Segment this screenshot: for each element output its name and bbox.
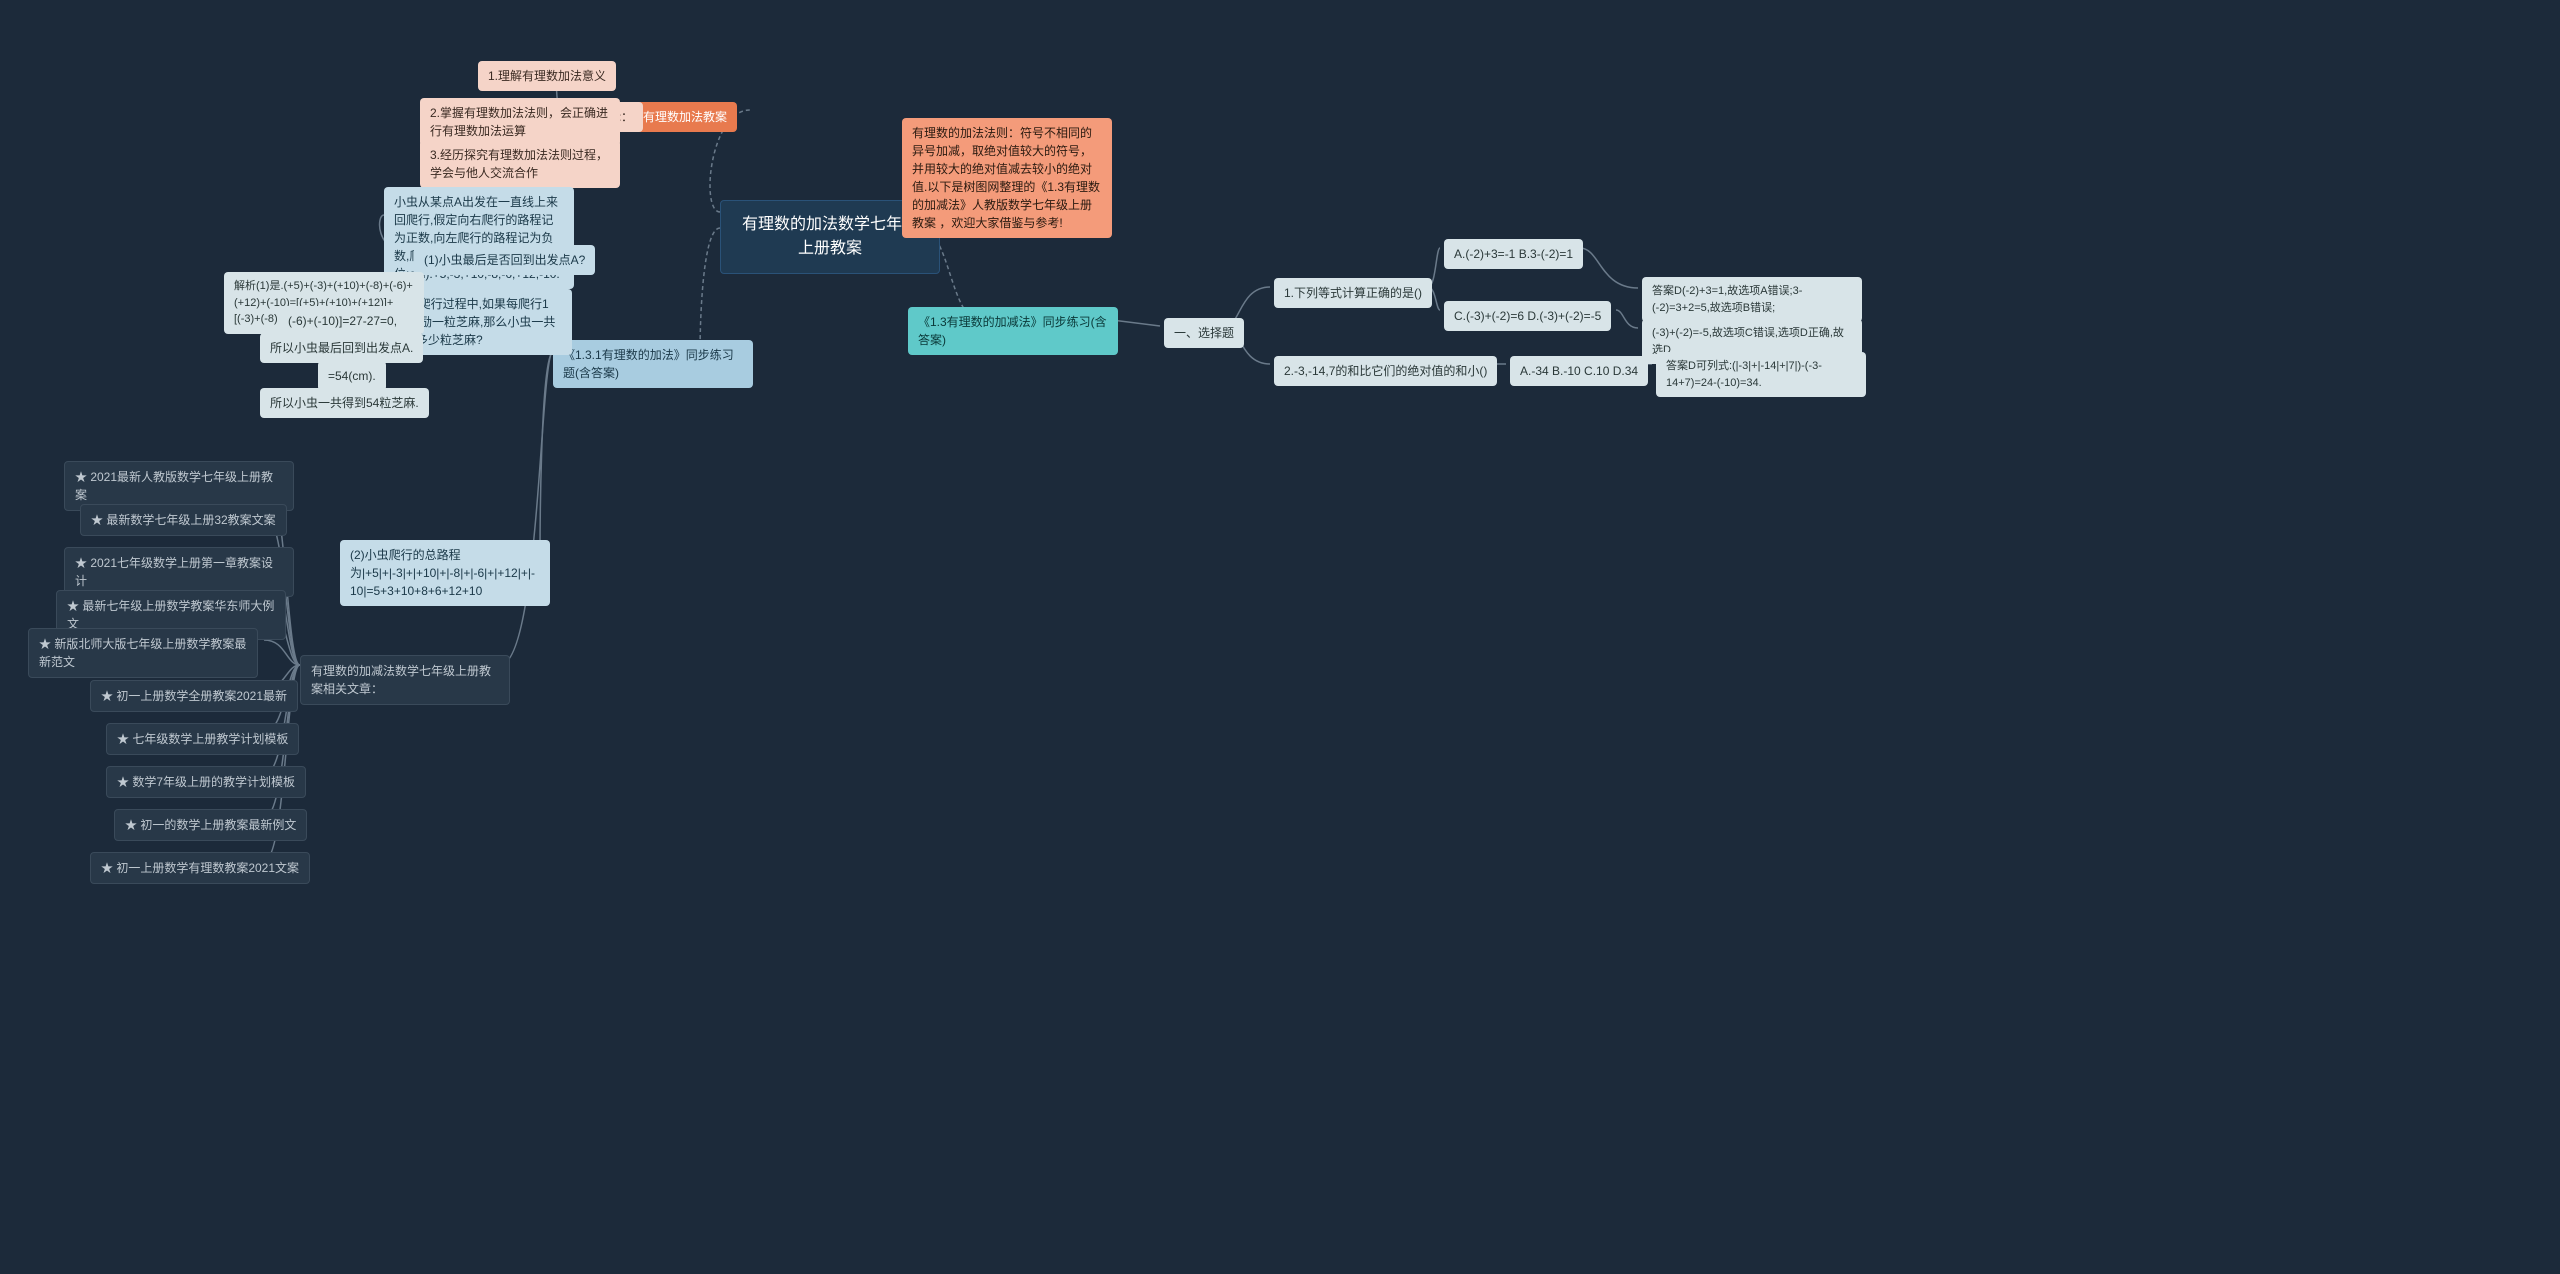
b2-s3-label: 所以小虫最后回到出发点A. — [270, 341, 413, 355]
b3-1-2a-node[interactable]: A.-34 B.-10 C.10 D.34 — [1510, 356, 1648, 386]
root-label: 有理数的加法数学七年级 上册教案 — [742, 216, 918, 257]
b2-s5-label: 所以小虫一共得到54粒芝麻. — [270, 396, 419, 410]
b3-1-1ans1-label: 答案D(-2)+3=1,故选项A错误;3-(-2)=3+2=5,故选项B错误; — [1652, 285, 1802, 314]
related-article-item[interactable]: ★ 初一上册数学全册教案2021最新 — [90, 680, 298, 712]
b2-s5-node[interactable]: 所以小虫一共得到54粒芝麻. — [260, 388, 429, 418]
b2-s3-node[interactable]: 所以小虫最后回到出发点A. — [260, 333, 423, 363]
intro-text: 有理数的加法法则：符号不相同的异号加减，取绝对值较大的符号，并用较大的绝对值减去… — [912, 126, 1100, 230]
b1-1-2-label: 2.掌握有理数加法法则，会正确进行有理数加法运算 — [430, 106, 608, 138]
b1-label: 有理数加法教案 — [643, 110, 727, 124]
b3-1-node[interactable]: 一、选择题 — [1164, 318, 1244, 348]
b3-1-1a-node[interactable]: A.(-2)+3=-1 B.3-(-2)=1 — [1444, 239, 1583, 269]
related-article-item[interactable]: ★ 七年级数学上册教学计划模板 — [106, 723, 299, 755]
related-article-label: ★ 2021最新人教版数学七年级上册教案 — [75, 470, 273, 502]
b2-s4-label: =54(cm). — [328, 369, 376, 383]
related-article-label: ★ 新版北师大版七年级上册数学教案最新范文 — [39, 637, 246, 669]
b3-node[interactable]: 《1.3有理数的加减法》同步练习(含答案) — [908, 307, 1118, 355]
b3-1-2-label: 2.-3,-14,7的和比它们的绝对值的和小() — [1284, 364, 1487, 378]
b1-1-3-label: 3.经历探究有理数加法法则过程，学会与他人交流合作 — [430, 148, 608, 180]
related-article-item[interactable]: ★ 新版北师大版七年级上册数学教案最新范文 — [28, 628, 258, 678]
b3-1-2-node[interactable]: 2.-3,-14,7的和比它们的绝对值的和小() — [1274, 356, 1497, 386]
related-article-label: ★ 初一的数学上册教案最新例文 — [125, 818, 296, 832]
b3-1-1c-node[interactable]: C.(-3)+(-2)=6 D.(-3)+(-2)=-5 — [1444, 301, 1611, 331]
b3-1-2ans-node[interactable]: 答案D可列式:(|-3|+|-14|+|7|)-(-3-14+7)=24-(-1… — [1656, 352, 1866, 397]
b2-label: 《1.3.1有理数的加法》同步练习题(含答案) — [563, 348, 734, 380]
b2-b-node[interactable]: (2)小虫爬行的总路程为|+5|+|-3|+|+10|+|-8|+|-6|+|+… — [340, 540, 550, 606]
b3-1-label: 一、选择题 — [1174, 326, 1234, 340]
intro-node[interactable]: 有理数的加法法则：符号不相同的异号加减，取绝对值较大的符号，并用较大的绝对值减去… — [902, 118, 1112, 238]
related-article-label: ★ 数学7年级上册的教学计划模板 — [117, 775, 295, 789]
related-article-label: ★ 七年级数学上册教学计划模板 — [117, 732, 288, 746]
b1-1-1-label: 1.理解有理数加法意义 — [488, 69, 606, 83]
b3-1-1-label: 1.下列等式计算正确的是() — [1284, 286, 1422, 300]
b3-1-1ans1-node[interactable]: 答案D(-2)+3=1,故选项A错误;3-(-2)=3+2=5,故选项B错误; — [1642, 277, 1862, 322]
b1-1-2-node[interactable]: 2.掌握有理数加法法则，会正确进行有理数加法运算 — [420, 98, 620, 146]
b3-1-1a-label: A.(-2)+3=-1 B.3-(-2)=1 — [1454, 247, 1573, 261]
b3-1-1c-label: C.(-3)+(-2)=6 D.(-3)+(-2)=-5 — [1454, 309, 1601, 323]
related-article-label: ★ 最新数学七年级上册32教案文案 — [91, 513, 276, 527]
b2-s2-label: (-6)+(-10)]=27-27=0, — [288, 314, 397, 328]
b1-1-3-node[interactable]: 3.经历探究有理数加法法则过程，学会与他人交流合作 — [420, 140, 620, 188]
b2-a1-label: (1)小虫最后是否回到出发点A? — [424, 253, 585, 267]
b2-rel-node[interactable]: 有理数的加减法数学七年级上册教案相关文章： — [300, 655, 510, 705]
b1-1-1-node[interactable]: 1.理解有理数加法意义 — [478, 61, 616, 91]
related-article-label: ★ 初一上册数学全册教案2021最新 — [101, 689, 287, 703]
b3-label: 《1.3有理数的加减法》同步练习(含答案) — [918, 315, 1107, 347]
b2-a1-node[interactable]: (1)小虫最后是否回到出发点A? — [414, 245, 595, 275]
b3-1-2a-label: A.-34 B.-10 C.10 D.34 — [1520, 364, 1638, 378]
b2-b-label: (2)小虫爬行的总路程为|+5|+|-3|+|+10|+|-8|+|-6|+|+… — [350, 548, 535, 598]
related-article-item[interactable]: ★ 初一的数学上册教案最新例文 — [114, 809, 307, 841]
b3-1-2ans-label: 答案D可列式:(|-3|+|-14|+|7|)-(-3-14+7)=24-(-1… — [1666, 360, 1822, 389]
b3-1-1-node[interactable]: 1.下列等式计算正确的是() — [1274, 278, 1432, 308]
related-article-label: ★ 最新七年级上册数学教案华东师大例文 — [67, 599, 274, 631]
related-article-item[interactable]: ★ 数学7年级上册的教学计划模板 — [106, 766, 306, 798]
related-article-item[interactable]: ★ 初一上册数学有理数教案2021文案 — [90, 852, 310, 884]
b2-s2-node[interactable]: (-6)+(-10)]=27-27=0, — [278, 306, 407, 336]
b2-rel-label: 有理数的加减法数学七年级上册教案相关文章： — [311, 664, 491, 696]
b2-s4-node[interactable]: =54(cm). — [318, 361, 386, 391]
related-article-label: ★ 初一上册数学有理数教案2021文案 — [101, 861, 299, 875]
b1-node[interactable]: 有理数加法教案 — [633, 102, 737, 132]
related-article-item[interactable]: ★ 最新数学七年级上册32教案文案 — [80, 504, 287, 536]
related-article-label: ★ 2021七年级数学上册第一章教案设计 — [75, 556, 273, 588]
b2-node[interactable]: 《1.3.1有理数的加法》同步练习题(含答案) — [553, 340, 753, 388]
